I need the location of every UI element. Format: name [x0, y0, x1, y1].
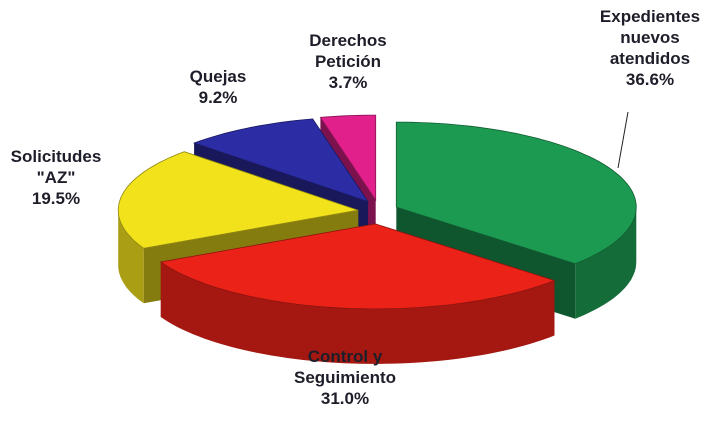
label-line: Seguimiento: [294, 368, 396, 387]
slice-side: [575, 207, 637, 319]
label-line: Control y: [308, 347, 383, 366]
slice: [117, 151, 359, 249]
label-line: atendidos: [610, 49, 690, 68]
label-line: nuevos: [620, 28, 680, 47]
slice-side: [118, 210, 144, 304]
value-label: 31.0%: [321, 389, 369, 408]
slice-label: Solicitudes "AZ": [11, 147, 102, 187]
slice-label: Derechos Petición: [309, 31, 386, 71]
slice-label: Expedientes nuevos atendidos: [600, 7, 700, 68]
slice: [395, 121, 637, 265]
leader-line: [617, 111, 629, 169]
label-line: Solicitudes: [11, 147, 102, 166]
value-label: 3.7%: [329, 73, 368, 92]
value-label: 36.6%: [626, 70, 674, 89]
slice: [159, 223, 556, 310]
value-label: 19.5%: [32, 189, 80, 208]
slice-side: [160, 262, 555, 364]
label-line: Expedientes: [600, 7, 700, 26]
label-line: Derechos: [309, 31, 386, 50]
value-label: 9.2%: [199, 88, 238, 107]
slice: [319, 114, 377, 202]
label-line: Petición: [315, 52, 381, 71]
slice-label: Control y Seguimiento: [294, 347, 396, 387]
slice: [192, 118, 369, 203]
slice-label: Quejas: [190, 67, 247, 86]
label-line: "AZ": [37, 168, 76, 187]
label-line: Quejas: [190, 67, 247, 86]
